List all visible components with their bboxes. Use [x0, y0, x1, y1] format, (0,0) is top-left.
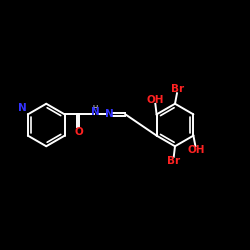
Text: O: O	[75, 128, 84, 138]
Text: OH: OH	[187, 145, 205, 155]
Text: H: H	[92, 106, 98, 112]
Text: OH: OH	[146, 95, 164, 105]
Text: N: N	[18, 102, 26, 113]
Text: N: N	[105, 110, 114, 120]
Text: Br: Br	[171, 84, 184, 94]
Text: N: N	[91, 107, 100, 117]
Text: Br: Br	[167, 156, 180, 166]
